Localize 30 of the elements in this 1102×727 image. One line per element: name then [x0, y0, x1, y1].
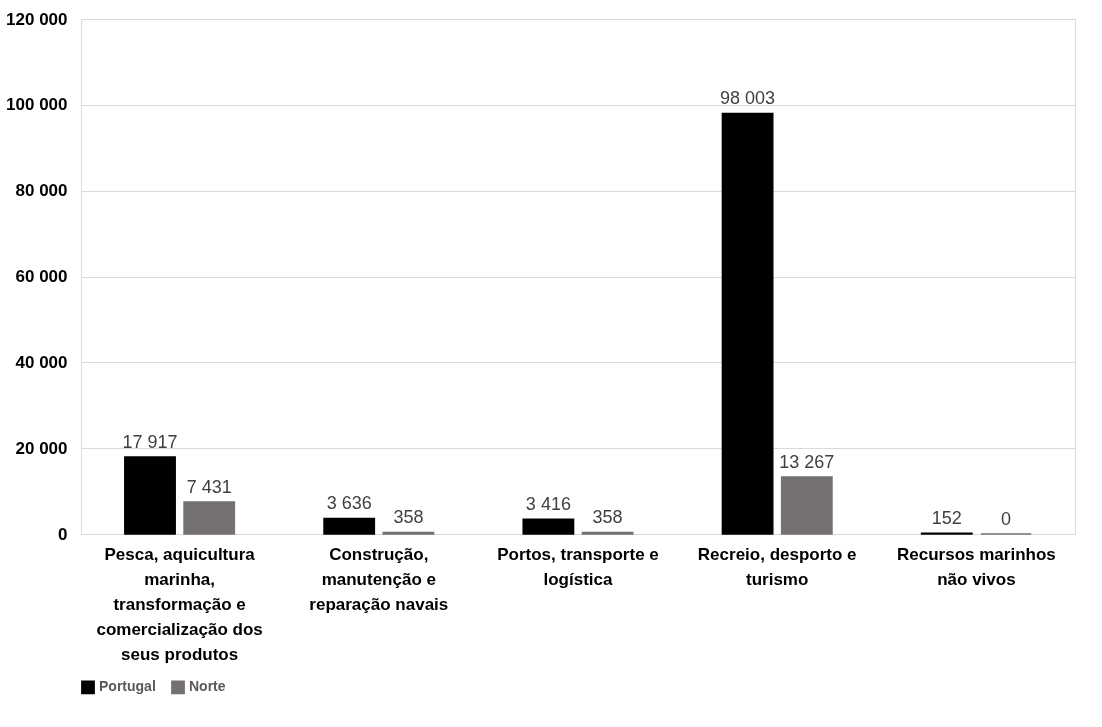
y-tick-label: 40 000 [15, 352, 68, 372]
y-tick-label: 0 [58, 524, 68, 544]
y-tick-label: 60 000 [15, 267, 68, 286]
x-tick-label: Portos, transporte e logística [497, 544, 659, 589]
data-label: 98 003 [720, 88, 776, 109]
legend-label: Norte [189, 678, 226, 695]
y-tick-label: 100 000 [6, 95, 68, 115]
data-label: 17 917 [122, 432, 178, 453]
bar [780, 476, 833, 535]
data-label: 13 267 [779, 452, 835, 473]
x-tick-label: Construção, manutenção e reparação navais [309, 544, 449, 614]
y-tick-label: 80 000 [15, 181, 68, 201]
y-tick-label: 120 000 [6, 9, 68, 29]
data-label: 3 416 [525, 494, 571, 515]
data-label: 358 [592, 507, 623, 528]
bar [721, 112, 774, 535]
bar [522, 518, 575, 535]
x-tick-label: Recursos marinhos não vivos [897, 544, 1056, 589]
bar [183, 501, 236, 535]
bar [323, 517, 376, 535]
x-tick-label: Pesca, aquicultura marinha, transformação e comercialização dos seus produtos [96, 544, 263, 664]
data-label: 0 [1001, 509, 1012, 529]
data-label: 3 636 [326, 493, 372, 514]
data-label: 7 431 [186, 477, 232, 498]
data-label: 358 [393, 507, 424, 528]
x-tick-label: Recreio, desporto e turismo [697, 544, 857, 589]
y-tick-label: 20 000 [15, 438, 68, 458]
bar [124, 456, 176, 535]
data-label: 152 [931, 508, 962, 529]
legend-label: Portugal [99, 678, 156, 695]
